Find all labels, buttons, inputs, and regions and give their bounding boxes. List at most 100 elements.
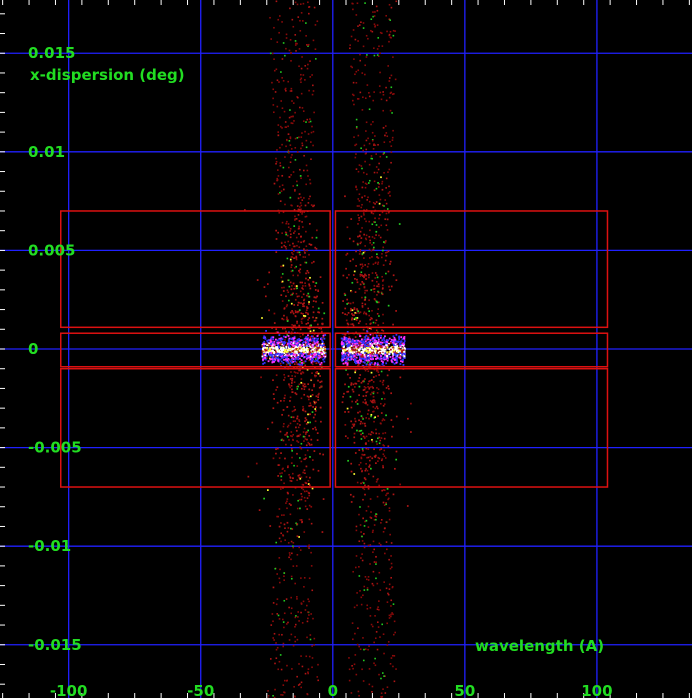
photon-point xyxy=(264,356,266,359)
photon-point xyxy=(307,202,310,204)
photon-point xyxy=(377,285,380,288)
photon-point xyxy=(310,438,313,441)
photon-point xyxy=(322,348,324,351)
photon-point xyxy=(380,352,383,355)
photon-point xyxy=(347,312,350,314)
photon-point xyxy=(363,312,365,315)
photon-point xyxy=(390,657,393,659)
photon-point xyxy=(247,475,250,478)
photon-point xyxy=(373,524,376,526)
photon-point xyxy=(323,360,326,363)
photon-point xyxy=(381,45,384,47)
photon-point xyxy=(275,157,277,160)
photon-point xyxy=(278,581,281,584)
photon-point xyxy=(294,146,297,149)
photon-point xyxy=(304,339,307,342)
photon-point xyxy=(304,64,307,67)
photon-point xyxy=(269,353,271,356)
photon-point xyxy=(289,137,292,140)
photon-point xyxy=(378,571,381,574)
photon-point xyxy=(302,74,305,76)
photon-point xyxy=(353,423,356,426)
photon-point xyxy=(359,283,362,286)
photon-point xyxy=(309,324,311,327)
photon-point xyxy=(284,246,287,248)
photon-point xyxy=(349,302,352,305)
photon-point xyxy=(319,381,322,384)
photon-point xyxy=(362,275,364,277)
photon-point xyxy=(358,341,361,344)
photon-point xyxy=(369,327,371,329)
photon-point xyxy=(320,361,323,364)
photon-point xyxy=(272,344,275,347)
photon-point xyxy=(304,348,307,351)
photon-point xyxy=(380,224,383,227)
photon-point xyxy=(350,354,353,357)
photon-point xyxy=(389,141,391,143)
photon-point xyxy=(279,339,282,342)
photon-point xyxy=(396,361,399,364)
photon-point xyxy=(311,236,314,239)
photon-point xyxy=(357,627,359,630)
photon-point xyxy=(309,120,312,123)
photon-point xyxy=(315,236,318,239)
photon-point xyxy=(343,339,346,342)
photon-point xyxy=(351,426,354,429)
photon-point xyxy=(300,12,303,14)
photon-point xyxy=(355,168,358,170)
photon-point xyxy=(289,396,292,399)
photon-point xyxy=(367,526,370,528)
photon-point xyxy=(321,342,324,345)
photon-point xyxy=(273,26,275,29)
photon-point xyxy=(362,265,364,268)
photon-point xyxy=(288,639,291,641)
photon-point xyxy=(307,347,309,350)
photon-point xyxy=(291,204,293,207)
photon-point xyxy=(382,688,384,690)
photon-point xyxy=(388,348,391,351)
photon-point xyxy=(307,354,310,356)
photon-point xyxy=(357,222,359,225)
photon-point xyxy=(273,359,276,362)
photon-point xyxy=(310,565,313,567)
photon-point xyxy=(342,349,344,352)
photon-point xyxy=(272,620,274,623)
photon-point xyxy=(280,668,283,671)
photon-point xyxy=(314,342,316,345)
photon-point xyxy=(282,341,285,344)
photon-point xyxy=(293,685,295,688)
photon-point xyxy=(353,270,356,273)
photon-point xyxy=(291,350,294,353)
photon-point xyxy=(346,363,349,366)
photon-point xyxy=(381,287,384,290)
photon-point xyxy=(301,322,303,325)
photon-point xyxy=(353,355,356,357)
photon-point xyxy=(358,24,361,26)
photon-point xyxy=(388,353,391,355)
photon-point xyxy=(294,311,297,314)
photon-point xyxy=(381,339,384,342)
photon-point xyxy=(311,363,314,366)
photon-point xyxy=(298,620,300,622)
photon-point xyxy=(388,614,391,617)
photon-point xyxy=(261,350,264,353)
photon-point xyxy=(361,540,364,542)
photon-point xyxy=(353,436,356,439)
photon-point xyxy=(379,31,382,34)
photon-point xyxy=(375,555,377,558)
photon-point xyxy=(316,351,319,353)
photon-point xyxy=(281,77,283,79)
photon-point xyxy=(272,97,274,100)
photon-point xyxy=(311,351,314,354)
photon-point xyxy=(273,358,276,361)
photon-point xyxy=(302,384,305,387)
photon-point xyxy=(291,18,294,21)
photon-point xyxy=(382,391,385,394)
photon-point xyxy=(294,215,296,218)
photon-point xyxy=(360,603,363,606)
photon-point xyxy=(377,324,380,327)
photon-point xyxy=(300,204,303,207)
photon-point xyxy=(291,310,293,312)
photon-point xyxy=(286,257,289,260)
